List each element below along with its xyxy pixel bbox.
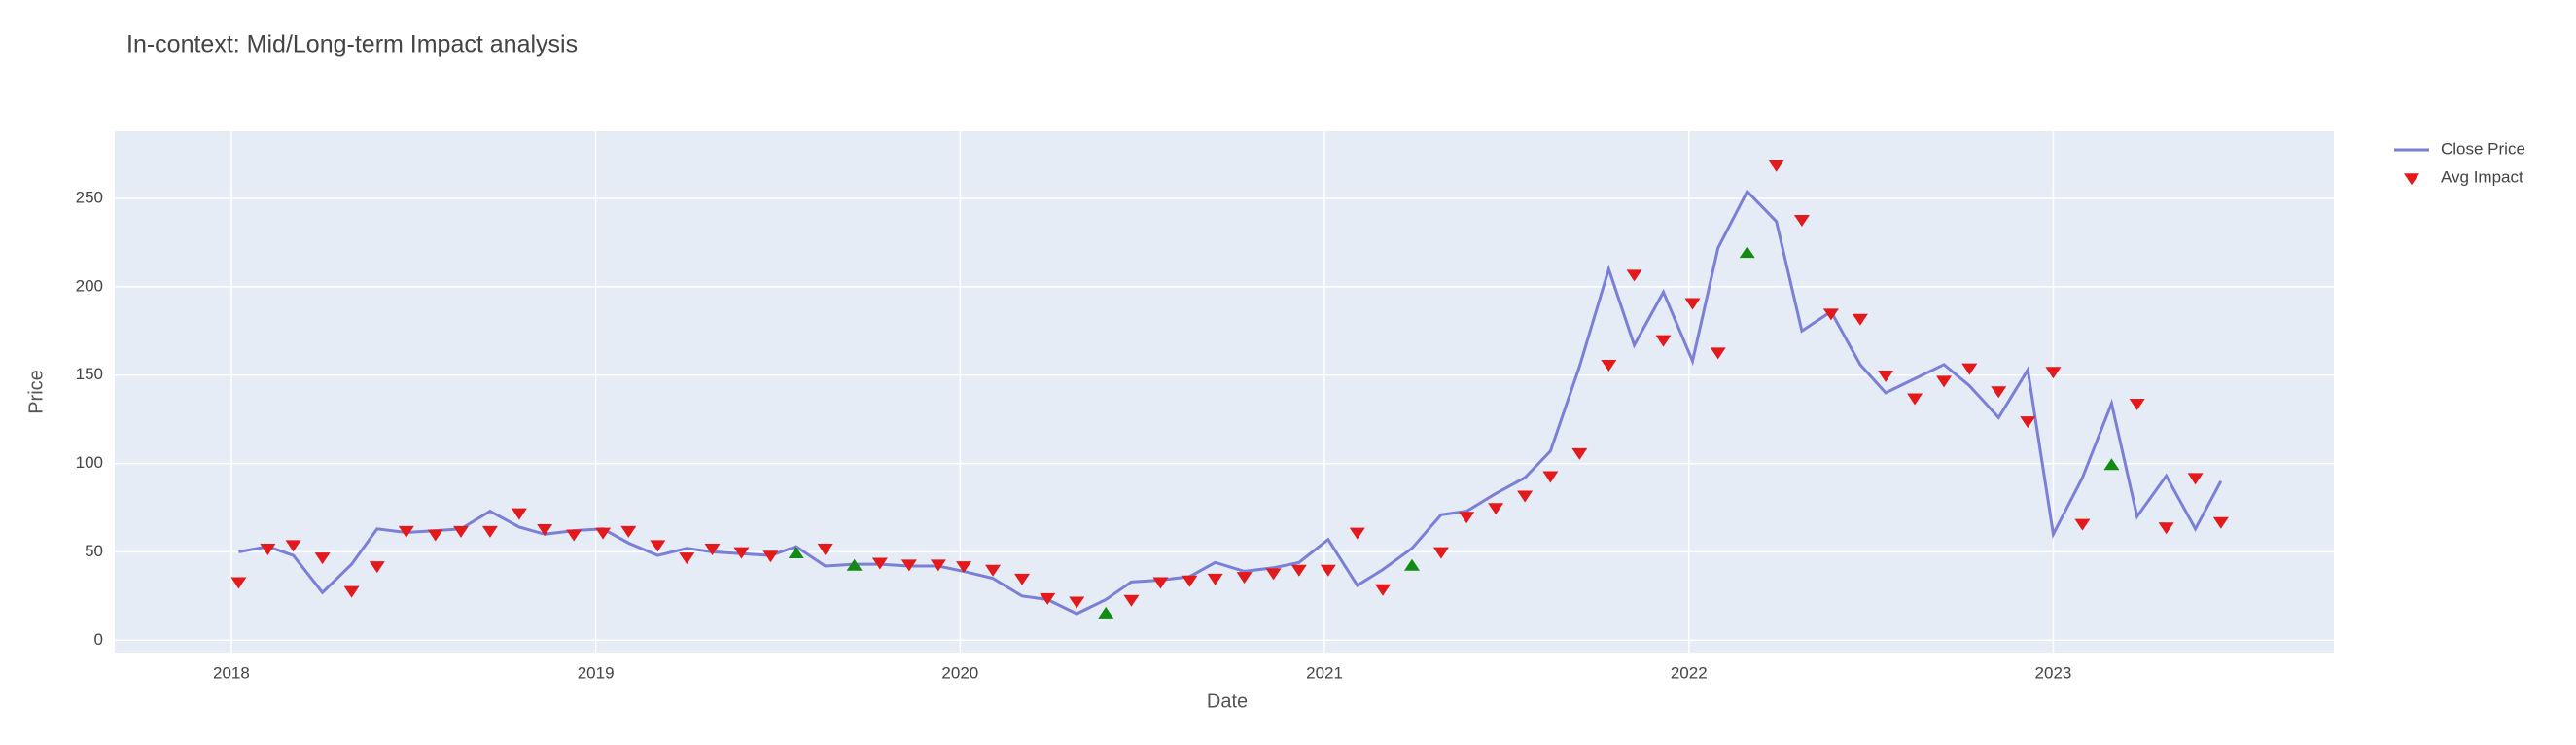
impact-marker [1961, 363, 1978, 375]
impact-marker [1290, 564, 1307, 577]
impact-marker [2045, 367, 2062, 379]
impact-marker [2158, 522, 2174, 535]
impact-marker [1936, 375, 1953, 388]
impact-marker [1014, 573, 1031, 585]
impact-marker [788, 547, 804, 559]
impact-marker [1236, 572, 1253, 585]
x-axis-title: Date [1207, 691, 1248, 712]
legend-label: Avg Impact [2441, 167, 2523, 186]
impact-marker [650, 540, 666, 552]
x-tick-label: 2018 [213, 663, 250, 682]
impact-marker [930, 559, 946, 572]
impact-marker [1852, 313, 1868, 326]
impact-marker [1375, 584, 1391, 596]
x-tick-label: 2022 [1671, 663, 1708, 682]
y-tick-label: 250 [76, 189, 103, 207]
impact-marker [679, 552, 695, 565]
impact-marker [733, 547, 750, 559]
impact-marker [1432, 547, 1449, 559]
legend-swatch [2404, 173, 2419, 186]
impact-marker [1571, 447, 1588, 460]
impact-marker [871, 557, 888, 570]
impact-marker [1542, 471, 1559, 483]
impact-marker [314, 552, 331, 565]
impact-marker [817, 544, 833, 555]
impact-marker [1207, 573, 1223, 585]
impact-marker [1459, 512, 1475, 524]
impact-marker [566, 529, 582, 542]
impact-marker [1152, 577, 1169, 589]
legend-label: Close Price [2441, 139, 2525, 158]
y-tick-label: 200 [76, 276, 103, 295]
impact-marker [900, 559, 917, 572]
impact-marker [985, 564, 1002, 577]
x-tick-label: 2023 [2035, 663, 2072, 682]
x-tick-label: 2019 [578, 663, 615, 682]
impact-marker [1069, 596, 1085, 609]
impact-marker [1123, 594, 1140, 607]
impact-marker [846, 558, 863, 571]
impact-marker [343, 585, 360, 598]
impact-marker [1991, 386, 2007, 399]
impact-marker [1684, 298, 1701, 310]
impact-marker [2212, 516, 2229, 529]
impact-marker [2129, 399, 2145, 411]
impact-marker [1601, 360, 1617, 372]
impact-marker [1488, 503, 1504, 515]
y-tick-label: 50 [85, 542, 103, 560]
impact-marker [398, 525, 414, 538]
impact-marker [620, 525, 637, 538]
impact-marker [2020, 416, 2036, 429]
impact-marker [1403, 558, 1420, 571]
impact-marker [1822, 308, 1839, 321]
impact-marker [1878, 370, 1894, 382]
impact-marker [285, 540, 301, 552]
impact-marker [2187, 473, 2204, 485]
x-tick-label: 2021 [1306, 663, 1343, 682]
y-tick-label: 100 [76, 453, 103, 472]
impact-marker [1182, 575, 1198, 587]
impact-marker [260, 544, 276, 555]
impact-marker [1098, 606, 1114, 619]
impact-marker [369, 561, 385, 574]
impact-marker [427, 529, 443, 542]
impact-marker [230, 577, 247, 589]
impact-marker [1626, 269, 1642, 282]
impact-marker [1710, 347, 1726, 360]
impact-marker [537, 524, 553, 537]
impact-marker [511, 508, 527, 520]
impact-marker [1907, 393, 1923, 406]
impact-marker [2074, 518, 2091, 531]
impact-marker [1265, 568, 1282, 581]
y-tick-label: 0 [94, 630, 103, 649]
y-axis-title: Price [25, 370, 47, 414]
impact-marker [452, 525, 469, 538]
impact-marker [1320, 564, 1336, 577]
chart-title: In-context: Mid/Long-term Impact analysi… [126, 31, 578, 58]
impact-marker [1655, 335, 1672, 347]
impact-marker [1793, 215, 1810, 228]
impact-marker [1349, 527, 1365, 540]
impact-marker [956, 561, 972, 574]
impact-marker [704, 544, 721, 555]
impact-marker [2103, 458, 2120, 471]
impact-marker [1517, 490, 1534, 503]
y-tick-label: 150 [76, 365, 103, 383]
impact-marker [1739, 246, 1755, 259]
impact-marker [481, 525, 498, 538]
impact-marker [762, 550, 779, 563]
x-tick-label: 2020 [941, 663, 978, 682]
impact-marker [1768, 160, 1784, 172]
impact-marker [595, 527, 612, 540]
impact-marker [1040, 592, 1056, 605]
